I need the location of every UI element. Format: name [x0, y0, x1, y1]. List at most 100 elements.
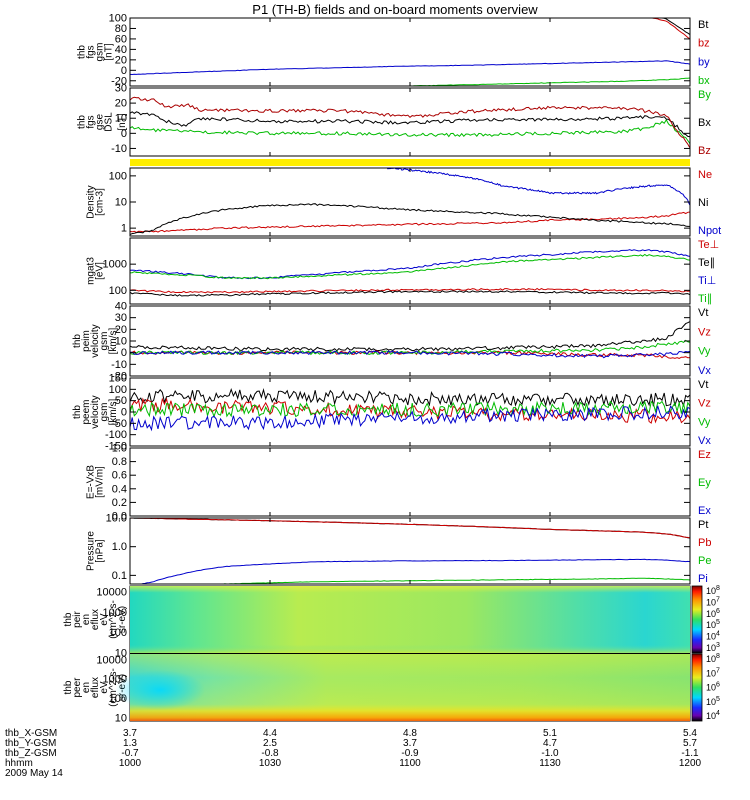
colorbar-tick-label: 108 — [706, 653, 720, 664]
series-Ni-line — [130, 203, 690, 236]
legend-by: by — [698, 56, 710, 68]
series-Te-line — [130, 290, 690, 297]
y-tick-label: 0 — [121, 407, 127, 419]
panel-4-series — [130, 249, 690, 297]
y-tick-label: 0.1 — [112, 570, 127, 582]
legend-Vx: Vx — [698, 365, 711, 377]
footer-value: 1200 — [679, 758, 702, 769]
series-Bz-line — [130, 96, 690, 149]
footer-value: 5.4 — [683, 728, 697, 739]
y-tick-label: 1000 — [103, 607, 127, 619]
legend-Ez: Ez — [698, 449, 711, 461]
legend-Pe: Pe — [698, 555, 711, 567]
svg-text:[nT]: [nT] — [104, 43, 115, 60]
footer-value: 1130 — [539, 758, 561, 769]
legend-Bz: Bz — [698, 145, 711, 157]
panel-2-series — [130, 96, 690, 149]
panel-1-frame — [129, 17, 691, 87]
svg-text:eflux: eflux — [90, 677, 101, 698]
y-tick-label: 1.0 — [112, 541, 127, 553]
y-tick-label: 10 — [115, 113, 127, 125]
svg-text:fgs: fgs — [86, 115, 97, 128]
y-tick-label: 60 — [115, 33, 127, 45]
legend-Vy: Vy — [698, 416, 711, 428]
svg-text:thb: thb — [63, 612, 74, 626]
y-tick-label: 30 — [115, 312, 127, 324]
footer-value: 4.8 — [403, 728, 417, 739]
svg-text:gse: gse — [95, 114, 106, 131]
panel-8-frame — [129, 517, 691, 585]
panel-8-series — [130, 518, 690, 584]
y-tick-label: 0.4 — [112, 483, 127, 495]
footer-value: -1.0 — [541, 748, 559, 759]
svg-text:[km/s]: [km/s] — [108, 327, 119, 354]
footer-value: -0.7 — [121, 748, 139, 759]
svg-text:[cm-3]: [cm-3] — [95, 188, 106, 216]
svg-text:thb: thb — [72, 405, 83, 419]
svg-text:eflux: eflux — [90, 609, 101, 630]
svg-text:[nT]: [nT] — [117, 113, 128, 130]
legend-Vz: Vz — [698, 398, 711, 410]
y-tick-label: 100 — [109, 384, 127, 396]
colorbar-tick-label: 104 — [706, 710, 720, 721]
legend-Vx: Vx — [698, 435, 711, 447]
svg-text:thb: thb — [77, 115, 88, 129]
colorbar-tick-label: 106 — [706, 682, 720, 693]
y-tick-label: -10 — [111, 143, 127, 155]
y-tick-label: 1 — [121, 223, 127, 235]
y-tick-label: 100 — [109, 170, 127, 182]
spectrograms-group — [115, 585, 703, 722]
series-Te-line — [130, 287, 690, 294]
footer-value: 3.7 — [403, 738, 417, 749]
y-tick-label: 100 — [109, 13, 127, 25]
svg-text:en: en — [81, 614, 92, 625]
legend-Ex: Ex — [698, 505, 711, 517]
y-tick-label: 1000 — [103, 259, 127, 271]
colorbar-tick-label: 103 — [706, 642, 720, 653]
legend-Vz: Vz — [698, 326, 711, 338]
panel-4-frame — [129, 237, 691, 305]
y-tick-label: 0 — [121, 65, 127, 77]
legend-Te: Te⊥ — [698, 239, 719, 251]
legend-Ey: Ey — [698, 477, 711, 489]
legend-By: By — [698, 89, 711, 101]
legend-Bt: Bt — [698, 19, 708, 31]
series-Vz-line — [130, 397, 690, 424]
footer-value: 2.5 — [263, 738, 277, 749]
y-tick-label: 1.0 — [112, 443, 127, 455]
panel-7-frame — [129, 447, 691, 517]
footer-row-label: thb_X-GSM — [5, 728, 57, 739]
footer-row-label: thb_Y-GSM — [5, 738, 56, 749]
footer-row-label: hhmm — [5, 758, 33, 769]
footer-value: 3.7 — [123, 728, 137, 739]
series-Ti-line — [130, 249, 690, 280]
footer-value: 4.4 — [263, 728, 277, 739]
series-Vt-line — [130, 321, 690, 352]
y-tick-label: 10 — [115, 336, 127, 348]
panel-5-series — [130, 321, 690, 359]
y-tick-label: -20 — [111, 371, 127, 383]
footer-value: 5.7 — [683, 738, 697, 749]
panel-3-series — [130, 168, 690, 236]
series-Vx-line — [130, 350, 690, 359]
y-tick-label: 0 — [121, 347, 127, 359]
svg-text:DSL: DSL — [104, 112, 115, 132]
series-Vx-line — [130, 405, 690, 432]
svg-text:en: en — [81, 682, 92, 693]
series-Vy-line — [130, 400, 690, 419]
series-By-line — [130, 118, 690, 144]
ion-spectrogram-overlay — [130, 586, 690, 653]
legend-Vt: Vt — [698, 307, 708, 319]
colorbar-tick-label: 104 — [706, 631, 720, 642]
panel-3-frame — [129, 167, 691, 237]
series-Bx-line — [130, 111, 690, 138]
legend-bz: bz — [698, 38, 710, 50]
y-tick-label: 0.0 — [112, 511, 127, 523]
svg-text:thb: thb — [72, 334, 83, 348]
y-tick-label: 40 — [115, 44, 127, 56]
legend-Ti: Ti∥ — [698, 293, 712, 305]
